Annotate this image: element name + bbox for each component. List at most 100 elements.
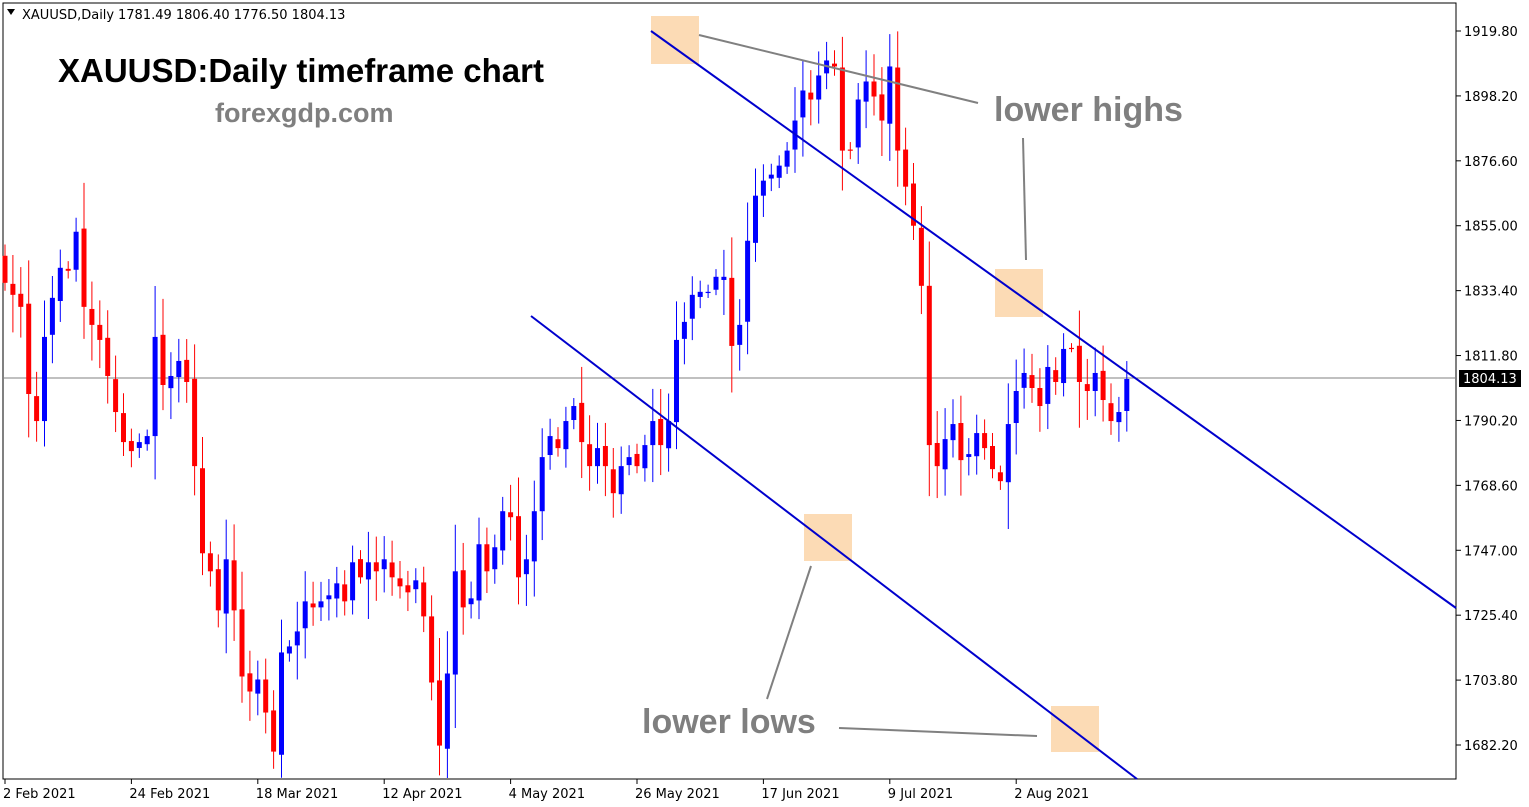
price-tag-box [1459, 370, 1521, 387]
candle-body [26, 303, 32, 395]
y-tick-label: 1833.40 [1464, 285, 1518, 300]
candle-body [871, 81, 877, 97]
candle-body [192, 378, 198, 467]
candle-body [1045, 366, 1051, 404]
candle-body [397, 578, 403, 587]
candle-body [808, 92, 814, 100]
candle-body [168, 375, 174, 389]
dropdown-triangle-icon[interactable] [7, 9, 15, 15]
pointer-first-low [766, 565, 812, 700]
candle-body [516, 516, 521, 578]
y-tick-label: 1855.00 [1464, 220, 1518, 235]
x-tick-label: 2 Aug 2021 [1014, 787, 1089, 802]
candle-body [389, 562, 395, 578]
candle-body [49, 297, 55, 335]
candle-body [286, 646, 292, 654]
pointer-top-high [698, 34, 979, 104]
candle-body [903, 149, 909, 187]
candle-body [887, 66, 893, 124]
candle-body [128, 441, 134, 452]
candle-body [602, 445, 608, 467]
candle-body [1061, 348, 1067, 384]
candle-body [452, 571, 458, 675]
candle-body [1108, 403, 1114, 422]
chart-subtitle: forexgdp.com [215, 98, 394, 128]
y-tick-label: 1747.00 [1464, 544, 1518, 559]
highlight-box-second-high [995, 269, 1043, 317]
chart-title: XAUUSD:Daily timeframe chart [58, 52, 544, 89]
candle-body [460, 570, 466, 608]
lower-trendline[interactable] [530, 315, 1138, 780]
candle-body [381, 559, 387, 570]
candle-body [223, 559, 229, 614]
candle-body [1100, 370, 1106, 401]
candle-body [437, 680, 442, 746]
x-tick-label: 17 Jun 2021 [761, 787, 839, 802]
candle-body [373, 562, 379, 572]
candle-body [847, 149, 853, 151]
candle-body [200, 468, 205, 554]
candle-body [1037, 388, 1043, 407]
candle-body [1084, 384, 1090, 392]
candle-body [855, 99, 861, 148]
candle-body [334, 583, 340, 599]
price-tag-text: 1804.13 [1463, 372, 1517, 387]
candle-body [681, 321, 687, 339]
candle-body [816, 75, 822, 100]
candle-body [587, 444, 593, 467]
candle-body [215, 569, 221, 611]
candle-body [413, 580, 419, 590]
candle-body [1116, 412, 1122, 423]
candle-body [658, 418, 664, 446]
candle-body [160, 334, 166, 385]
x-tick-label: 9 Jul 2021 [888, 787, 953, 802]
candle-body [176, 360, 182, 378]
x-tick-label: 18 Mar 2021 [256, 787, 338, 802]
candle-body [776, 165, 782, 178]
candle-body [997, 472, 1003, 482]
candle-body [666, 421, 672, 449]
candle-body [879, 94, 885, 121]
candles-group [2, 31, 1130, 778]
y-tick-label: 1768.60 [1464, 479, 1518, 494]
upper-trendline[interactable] [650, 30, 1457, 609]
candle-body [318, 601, 324, 608]
x-tick-label: 24 Feb 2021 [129, 787, 210, 802]
candle-body [113, 379, 119, 413]
candle-body [832, 63, 837, 67]
candle-body [231, 560, 237, 611]
candle-body [650, 421, 656, 446]
current-price-tag: 1804.13 [1459, 370, 1521, 387]
candle-body [239, 609, 245, 677]
candle-body [1021, 372, 1027, 388]
candle-body [642, 445, 648, 469]
x-tick-label: 12 Apr 2021 [382, 787, 462, 802]
x-axis: 2 Feb 2021 24 Feb 2021 18 Mar 2021 12 Apr 2… [3, 779, 1089, 802]
candle-body [800, 90, 806, 118]
candle-body [1069, 347, 1074, 350]
x-tick-label: 2 Feb 2021 [3, 787, 76, 802]
plot-frame [2, 2, 1457, 780]
candle-body [152, 336, 158, 437]
candle-body [982, 433, 988, 449]
candle-body [65, 268, 71, 271]
candle-body [895, 67, 901, 151]
y-tick-label: 1898.20 [1464, 90, 1518, 105]
candle-body [950, 424, 956, 441]
candle-body [1053, 370, 1059, 382]
candle-body [760, 180, 766, 196]
candle-body [1013, 391, 1019, 424]
y-tick-label: 1725.40 [1464, 609, 1518, 624]
candle-body [18, 293, 24, 307]
candle-body [10, 283, 16, 295]
candle-body [729, 277, 735, 346]
highlight-box-first-low [804, 514, 852, 561]
candle-body [705, 291, 711, 294]
candle-body [121, 413, 126, 443]
candle-body [974, 433, 980, 457]
candle-body [271, 710, 277, 752]
pointer-second-high [1022, 137, 1027, 261]
annotation-pointers [698, 34, 1038, 737]
candle-body [523, 559, 529, 575]
